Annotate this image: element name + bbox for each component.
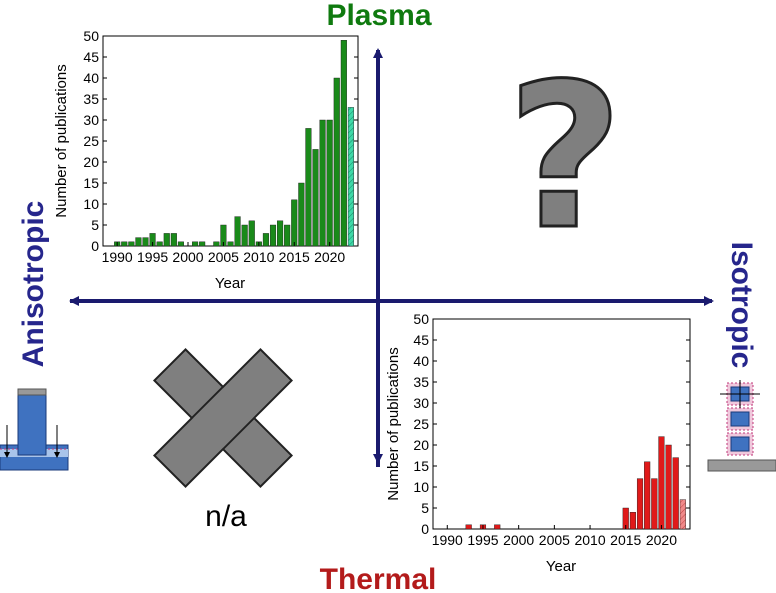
thermal-ytick-label: 15 [413, 458, 429, 474]
plasma-bar-2012 [269, 224, 277, 247]
plasma-bar-2002 [199, 241, 206, 247]
plasma-xtick-label: 2015 [279, 249, 310, 265]
plasma-xtick-label: 1995 [137, 249, 168, 265]
plasma-bar-1996 [156, 241, 163, 247]
plasma-ytick-label: 0 [91, 238, 99, 254]
plasma-bar-2004 [213, 241, 220, 247]
plasma-bar-2008 [241, 224, 248, 247]
plasma-ylabel: Number of publications [53, 64, 70, 217]
thermal-xtick-label: 1990 [432, 532, 463, 548]
plasma-bar-2006 [227, 241, 234, 247]
thermal-bar-2021 [665, 444, 672, 530]
plasma-ytick-label: 50 [83, 28, 99, 44]
thermal-ytick-label: 0 [421, 521, 429, 537]
thermal-bar-2019 [651, 478, 658, 530]
thermal-bar-2018 [644, 461, 651, 530]
not-applicable-label: n/a [205, 500, 247, 533]
thermal-ytick-label: 25 [413, 416, 429, 432]
thermal-xtick-label: 2000 [503, 532, 534, 548]
plasma-ytick-label: 35 [83, 91, 99, 107]
thermal-xtick-label: 2005 [539, 532, 570, 548]
thermal-ytick-label: 20 [413, 437, 429, 453]
plasma-ytick-label: 40 [83, 70, 99, 86]
plasma-xtick-label: 2010 [243, 249, 274, 265]
plasma-bar-2007 [234, 216, 241, 247]
plasma-bar-2016 [298, 182, 305, 247]
label-isotropic: Isotropic [725, 242, 758, 369]
thermal-xlabel: Year [546, 558, 576, 575]
plasma-bar-2014 [284, 224, 291, 247]
thermal-ytick-label: 30 [413, 395, 429, 411]
plasma-bar-2009 [248, 220, 255, 247]
plasma-bar-2015 [291, 199, 298, 247]
plasma-xtick-label: 2000 [172, 249, 203, 265]
plasma-ytick-label: 25 [83, 133, 99, 149]
plasma-bar-2023 [347, 107, 354, 247]
plasma-ytick-label: 5 [91, 217, 99, 233]
plasma-bar-2019 [319, 119, 326, 247]
label-anisotropic: Anisotropic [17, 201, 50, 368]
plasma-xlabel: Year [215, 275, 245, 292]
thermal-ytick-label: 5 [421, 500, 429, 516]
isotropic-schematic-icon [707, 380, 776, 472]
plasma-bar-1994 [142, 237, 149, 247]
plasma-bar-2011 [262, 233, 269, 247]
plasma-bar-1999 [177, 241, 184, 247]
thermal-xtick-label: 2015 [610, 532, 641, 548]
thermal-bar-2023 [679, 499, 686, 530]
plasma-ytick-label: 10 [83, 196, 99, 212]
plasma-ytick-label: 45 [83, 49, 99, 65]
plasma-bar-1991 [121, 241, 128, 247]
label-plasma: Plasma [326, 0, 431, 32]
plasma-bar-2022 [340, 40, 347, 247]
plasma-xtick-label: 2020 [314, 249, 345, 265]
plasma-ytick-label: 15 [83, 175, 99, 191]
plasma-bar-1992 [128, 241, 135, 247]
plasma-bar-2018 [312, 149, 319, 247]
thermal-bar-2017 [636, 478, 644, 530]
thermal-bar-2016 [629, 512, 636, 530]
plasma-xtick-label: 2005 [208, 249, 239, 265]
plasma-bar-1993 [135, 237, 142, 247]
plasma-bar-2001 [192, 241, 199, 247]
thermal-ytick-label: 40 [413, 353, 429, 369]
cross-icon [152, 347, 294, 489]
plasma-xtick-label: 1990 [102, 249, 133, 265]
plasma-ytick-label: 20 [83, 154, 99, 170]
thermal-ytick-label: 50 [413, 311, 429, 327]
thermal-bar-1997 [494, 524, 501, 530]
thermal-xtick-label: 2010 [574, 532, 605, 548]
thermal-bar-2022 [672, 457, 679, 530]
plasma-bar-1998 [170, 233, 177, 247]
plasma-bar-1997 [163, 233, 170, 247]
thermal-ylabel: Number of publications [385, 347, 402, 500]
anisotropic-schematic-icon [0, 388, 69, 471]
plasma-bar-2013 [277, 220, 284, 247]
thermal-xtick-label: 1995 [467, 532, 498, 548]
thermal-ytick-label: 10 [413, 479, 429, 495]
thermal-bar-1993 [465, 524, 472, 530]
thermal-ytick-label: 35 [413, 374, 429, 390]
plasma-bar-2017 [305, 128, 312, 247]
plasma-ytick-label: 30 [83, 112, 99, 128]
thermal-xtick-label: 2020 [646, 532, 677, 548]
question-mark-icon: ? [507, 41, 623, 274]
thermal-bar-2020 [658, 436, 665, 530]
label-thermal: Thermal [320, 563, 437, 593]
thermal-ytick-label: 45 [413, 332, 429, 348]
quadrant-axes [69, 48, 714, 467]
plasma-bar-2021 [333, 77, 340, 247]
plasma-bar-2020 [326, 119, 333, 247]
